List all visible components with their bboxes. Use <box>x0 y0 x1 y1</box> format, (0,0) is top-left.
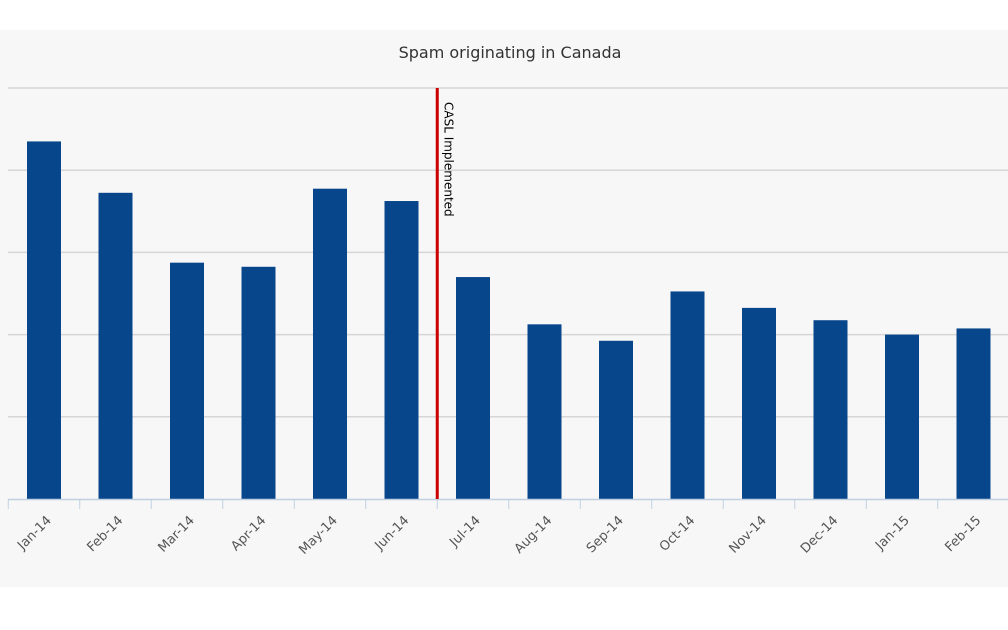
bar <box>170 262 204 499</box>
bar <box>27 141 61 499</box>
annotation: CASL Implemented <box>435 88 455 499</box>
annotation-label: CASL Implemented <box>441 102 455 217</box>
bar <box>456 277 490 499</box>
chart-panel: Spam originating in Canada Jan-14 Feb-14 M… <box>0 30 1008 587</box>
bar <box>599 340 633 499</box>
x-tick-label: Mar-14 <box>155 513 197 555</box>
bar <box>384 201 419 499</box>
chart-title: Spam originating in Canada <box>399 43 622 62</box>
bar <box>98 192 133 499</box>
x-tick-label: Feb-14 <box>84 513 126 555</box>
bar <box>670 291 705 499</box>
x-tick-label: Jul-14 <box>446 513 483 550</box>
bar <box>885 334 919 499</box>
x-tick-label: Aug-14 <box>512 513 556 557</box>
x-axis: Jan-14 Feb-14 Mar-14 Apr-14 May-14 Jun-14 Jul-… <box>7 498 1008 558</box>
x-tick-label: May-14 <box>296 513 340 557</box>
bar <box>527 324 562 499</box>
x-tick-label: Apr-14 <box>228 513 269 554</box>
x-tick-label: Nov-14 <box>727 513 770 556</box>
x-tick-label: Sep-14 <box>584 513 627 556</box>
bar <box>313 188 347 499</box>
x-tick-label: Feb-15 <box>942 513 984 555</box>
bar <box>742 307 776 499</box>
bar-chart: Spam originating in Canada Jan-14 Feb-14 M… <box>7 43 1008 558</box>
gridlines <box>8 87 1008 418</box>
x-tick-label: Dec-14 <box>798 513 841 556</box>
bar <box>813 320 848 499</box>
bar <box>241 266 276 499</box>
x-tick-label: Jun-14 <box>372 513 413 554</box>
x-tick-label: Oct-14 <box>657 513 699 555</box>
x-tick-label: Jan-14 <box>14 513 55 554</box>
x-tick-label: Jan-15 <box>872 513 913 554</box>
bar <box>956 328 991 499</box>
bars <box>27 141 991 499</box>
